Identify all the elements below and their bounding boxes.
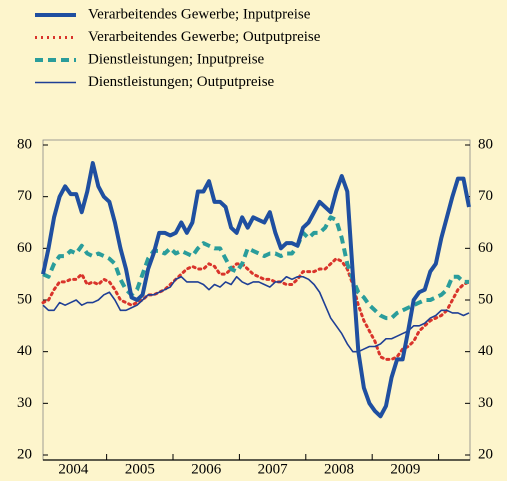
series-line <box>41 257 471 361</box>
y2-tick-label: 60 <box>478 240 493 256</box>
x-tick-label: 2005 <box>125 461 155 477</box>
x-tick-label: 2006 <box>191 461 222 477</box>
legend-label: Verarbeitendes Gewerbe; Outputpreise <box>88 29 321 45</box>
y-tick-label: 80 <box>17 136 32 152</box>
x-tick-label: 2008 <box>324 461 354 477</box>
x-tick-label: 2007 <box>258 461 289 477</box>
y2-tick-label: 80 <box>478 136 493 152</box>
y-tick-label: 70 <box>17 188 32 204</box>
y2-tick-label: 30 <box>478 395 493 411</box>
y2-tick-label: 70 <box>478 188 493 204</box>
y-tick-label: 40 <box>17 343 32 359</box>
y-tick-label: 60 <box>17 240 32 256</box>
x-tick-label: 2009 <box>390 461 420 477</box>
series-line <box>42 275 470 353</box>
y-tick-label: 30 <box>17 395 32 411</box>
series-line <box>41 161 471 419</box>
legend-label: Dienstleistungen; Inputpreise <box>88 51 265 67</box>
y2-tick-label: 40 <box>478 343 493 359</box>
y-tick-label: 20 <box>17 446 32 462</box>
legend-label: Dienstleistungen; Outputpreise <box>88 74 275 90</box>
y-tick-label: 50 <box>17 291 32 307</box>
x-tick-label: 2004 <box>58 461 89 477</box>
legend-label: Verarbeitendes Gewerbe; Inputpreise <box>88 6 311 22</box>
y2-tick-label: 50 <box>478 291 493 307</box>
y2-tick-label: 20 <box>478 446 493 462</box>
plot-frame <box>42 139 471 461</box>
series-line <box>42 215 469 321</box>
